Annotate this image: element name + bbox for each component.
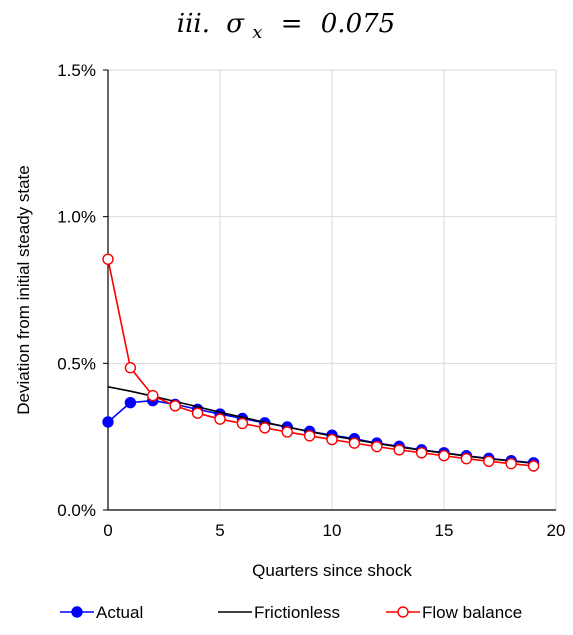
data-point-flow-balance: [259, 422, 271, 434]
data-point-flow-balance: [438, 450, 450, 462]
data-point-flow-balance: [483, 455, 495, 468]
data-point-flow-balance: [281, 426, 293, 438]
gridlines: [108, 69, 557, 510]
title-symbol: σ: [226, 9, 245, 39]
data-point-flow-balance: [147, 389, 159, 402]
legend-marker-flow-balance: [397, 606, 409, 618]
plot-series: [102, 253, 540, 472]
data-point-flow-balance: [326, 433, 338, 446]
tick-labels: 0 5 10 15 20 0.0% 0.5% 1.0% 1.5%: [57, 61, 565, 540]
data-point-flow-balance: [527, 460, 540, 472]
data-point-actual: [124, 396, 137, 409]
data-point-flow-balance: [169, 400, 181, 412]
data-point-flow-balance: [214, 413, 226, 425]
y-tick-label: 1.0%: [57, 208, 96, 227]
data-point-actual: [102, 416, 114, 428]
x-tick-label: 20: [547, 521, 566, 540]
y-tick-label: 0.5%: [57, 354, 96, 373]
legend-label-frictionless: Frictionless: [254, 603, 340, 622]
data-point-flow-balance: [102, 253, 114, 265]
x-tick-label: 5: [215, 521, 224, 540]
y-tick-label: 0.0%: [57, 501, 96, 520]
legend-marker-actual: [71, 606, 83, 618]
title-value: 0.075: [321, 9, 395, 39]
x-tick-label: 10: [323, 521, 342, 540]
data-point-flow-balance: [303, 430, 316, 442]
data-point-flow-balance: [371, 440, 383, 453]
data-point-flow-balance: [393, 444, 405, 456]
y-tick-label: 1.5%: [57, 61, 96, 80]
chart-title: iii. σ x = 0.075: [177, 9, 395, 45]
data-point-flow-balance: [236, 417, 249, 430]
x-tick-label: 15: [435, 521, 454, 540]
title-equals: =: [281, 9, 303, 39]
data-point-flow-balance: [415, 447, 428, 459]
x-axis-label: Quarters since shock: [252, 561, 412, 580]
legend-label-actual: Actual: [96, 603, 143, 622]
data-point-flow-balance: [505, 457, 517, 470]
title-subscript: x: [252, 22, 262, 43]
legend: Actual Frictionless Flow balance: [60, 603, 522, 622]
y-axis-label: Deviation from initial steady state: [14, 165, 33, 414]
axes: [103, 69, 556, 511]
legend-label-flow-balance: Flow balance: [422, 603, 522, 622]
data-point-flow-balance: [124, 362, 137, 374]
x-tick-label: 0: [103, 521, 112, 540]
data-point-flow-balance: [460, 452, 473, 465]
data-point-flow-balance: [191, 407, 204, 419]
title-prefix: iii.: [177, 9, 210, 39]
data-point-flow-balance: [348, 437, 361, 449]
